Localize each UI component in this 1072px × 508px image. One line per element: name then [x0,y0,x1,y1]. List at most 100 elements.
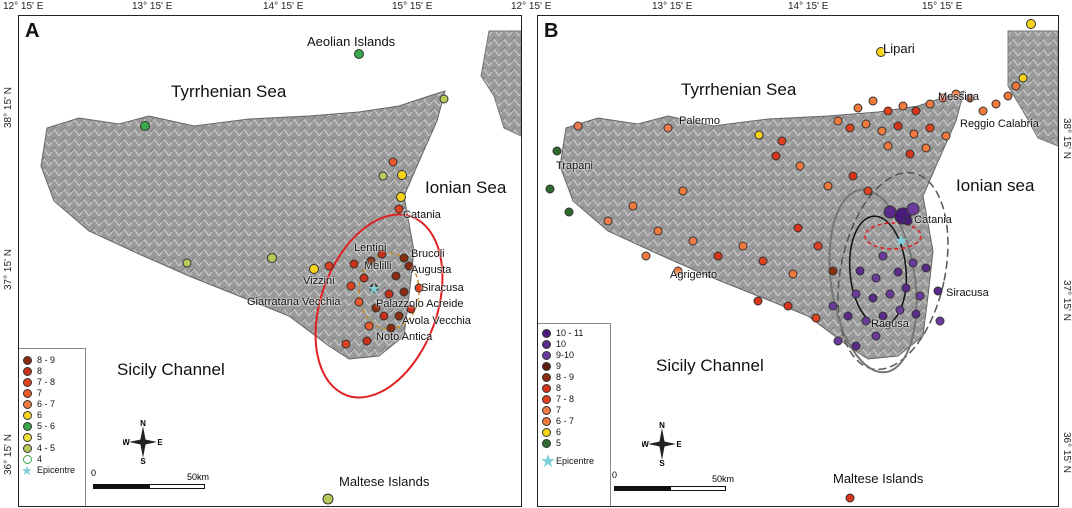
lat-tick: 36° 15' N [1061,432,1072,473]
lon-tick: 15° 15' E [392,1,433,12]
legend-item: 9-10 [538,350,610,361]
svg-text:N: N [140,420,146,428]
place-catania: Catania [914,214,952,226]
lon-tick: 12° 15' E [511,1,552,12]
north-arrow-compass: N S E W [123,420,163,464]
legend-item: 7 - 8 [538,394,610,405]
place-trapani: Trapani [556,160,593,172]
legend-item: 10 [538,339,610,350]
lon-tick: 13° 15' E [132,1,173,12]
lat-tick: 36° 15' N [3,434,14,475]
panel-label-b: B [544,20,559,42]
legend-item: 7 [538,405,610,416]
place-lipari: Lipari [883,41,915,56]
place-ragusa: Ragusa [871,318,909,330]
place-catania: Catania [403,209,441,221]
epicentre-icon: ★ [540,451,557,471]
place-palermo: Palermo [679,115,720,127]
isoseismal-ellipse-red [864,222,922,250]
intensity-points-a [140,49,449,349]
legend-item: 6 - 7 [538,416,610,427]
place-siracusa: Siracusa [421,282,464,294]
place-noto: Noto Antica [376,331,433,343]
legend-b: 10 - 11 10 9-10 9 8 - 9 8 7 - 8 7 6 - 7 … [538,323,611,506]
epicentre-star: ★ [894,233,908,250]
legend-item-epicentre: ★ Epicentre [21,463,76,478]
place-siracusa: Siracusa [946,287,989,299]
place-augusta: Augusta [411,264,452,276]
panel-label-a: A [25,20,40,42]
legend-item: 8 - 9 [538,372,610,383]
lon-tick: 14° 15' E [788,1,829,12]
place-aeolian: Aeolian Islands [307,34,396,49]
svg-text:N: N [659,422,665,430]
svg-text:S: S [140,457,146,464]
lat-tick: 38° 15' N [3,87,14,128]
legend-item: 5 [19,432,85,443]
scale-zero: 0 [612,470,618,480]
legend-item: 8 [538,383,610,394]
place-brucoli: Brucoli [411,248,445,260]
legend-item: 10 - 11 [538,328,610,339]
sea-label-tyrrhenian: Tyrrhenian Sea [681,80,797,99]
lon-tick: 15° 15' E [922,1,963,12]
legend-item: 4 [19,454,85,465]
legend-item: 4 - 5 [19,443,85,454]
sea-label-sicily-channel: Sicily Channel [117,360,225,379]
lon-tick: 12° 15' E [3,1,44,12]
legend-item: 6 [538,427,610,438]
calabria-landmass [480,30,521,137]
svg-text:W: W [642,440,649,449]
place-maltese: Maltese Islands [833,471,924,486]
place-giarratana: Giarratana Vecchia [247,296,341,308]
legend-item: 7 - 8 [19,377,85,388]
legend-item: 8 - 9 [19,355,85,366]
place-agrigento: Agrigento [670,269,718,281]
map-panel-b: ★ B Tyrrhenian Sea Ionian sea Sicily Cha… [537,15,1059,507]
svg-text:S: S [659,459,665,466]
sea-label-ionian: Ionian Sea [425,178,507,197]
legend-item: 7 [19,388,85,399]
epicentre-star: ★ [367,281,381,298]
place-vizzini: Vizzini [303,275,335,287]
sicily-map-a: ★ [40,30,521,505]
svg-text:E: E [676,440,682,449]
sicily-landmass [559,90,965,360]
malta-island [322,493,334,505]
place-messina: Messina [938,91,979,103]
legend-a: 8 - 9 8 7 - 8 7 6 - 7 6 5 - 6 5 4 - 5 4 … [19,348,86,506]
lon-tick: 13° 15' E [652,1,693,12]
sicily-map-b: ★ [545,19,1058,503]
isoseismal-ellipse-outer [314,213,444,399]
lat-tick: 38° 15' N [1061,118,1072,159]
legend-item: 5 - 6 [19,421,85,432]
legend-item: 6 - 7 [19,399,85,410]
sea-label-tyrrhenian: Tyrrhenian Sea [171,82,287,101]
svg-text:W: W [123,438,130,447]
place-maltese: Maltese Islands [339,474,430,489]
place-lentini: Lentini [354,242,387,254]
legend-item: 6 [19,410,85,421]
svg-text:E: E [157,438,163,447]
isoseismal-ellipse-grey [828,188,918,374]
sicily-landmass [40,90,446,360]
calabria-landmass [1007,30,1058,147]
north-arrow-compass: N S E W [642,422,682,466]
scale-end: 50km [187,472,210,482]
legend-item: 8 [19,366,85,377]
isoseismal-ellipse-black [848,215,908,327]
place-palazzolo: Palazzolo Acreide [376,298,464,310]
lat-tick: 37° 15' N [3,249,14,290]
place-reggio: Reggio Calabria [960,118,1039,130]
legend-item: 5 [538,438,610,449]
intensity-points-b [545,19,1036,503]
legend-item-epicentre: ★ Epicentre [540,451,595,471]
scale-end: 50km [712,474,735,484]
sea-label-ionian: Ionian sea [956,176,1035,195]
scale-bar-b: 0 50km [612,470,762,492]
lat-tick: 37° 15' N [1061,280,1072,321]
map-panel-a: ★ A Tyrrhenian Sea Ionian Sea Sicily Cha… [18,15,522,507]
place-avola: Avola Vecchia [402,315,471,327]
epicentre-icon: ★ [21,463,33,478]
lon-tick: 14° 15' E [263,1,304,12]
